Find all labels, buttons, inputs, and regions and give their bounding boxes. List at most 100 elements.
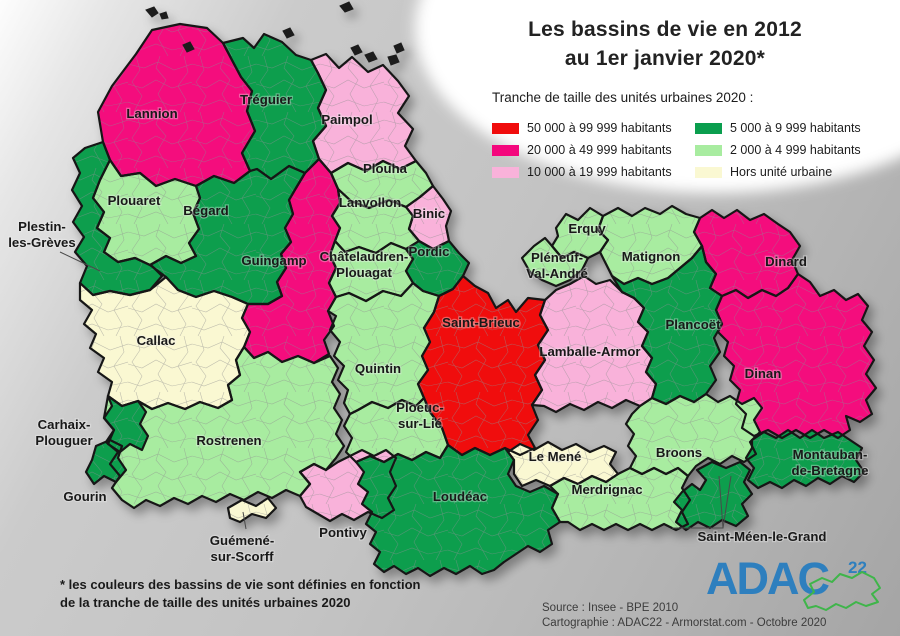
map-label-pordic: Pordic	[408, 244, 449, 259]
map-label-ploeuc-sur-lie: Ploeuc-sur-Lié	[396, 400, 444, 431]
legend-label-u10: 10 000 à 19 999 habitants	[527, 165, 672, 179]
map-label-plouha: Plouha	[363, 161, 408, 176]
legend-swatch-u2	[695, 144, 722, 156]
legend-swatch-u50	[492, 122, 519, 134]
map-label-binic: Binic	[413, 206, 445, 221]
credits-cartography: Cartographie : ADAC22 - Armorstat.com - …	[542, 617, 827, 630]
map-labels: Plestin-les-Grèves Plouaret Lannion Tréguie…	[7, 91, 870, 565]
legend-title: Tranche de taille des unités urbaines 20…	[492, 90, 754, 105]
map-label-dinan: Dinan	[745, 366, 782, 381]
legend-item-u2: 2 000 à 4 999 habitants	[695, 139, 861, 161]
map-label-plouaret: Plouaret	[108, 193, 161, 208]
map-label-pleneuf-val-andre: Pléneuf-Val-André	[526, 250, 588, 281]
page-title: Les bassins de vie en 2012 au 1er janvie…	[440, 16, 890, 74]
island-2	[182, 41, 195, 53]
legend-swatch-u20	[492, 144, 519, 156]
map-label-plancoet: Plancoët	[666, 317, 722, 332]
legend-item-u5: 5 000 à 9 999 habitants	[695, 117, 861, 139]
map-label-pontivy: Pontivy	[319, 525, 367, 540]
region-border-pleneuf-val-andre	[520, 236, 590, 288]
map-label-rostrenen: Rostrenen	[196, 433, 261, 448]
region-border-gourin	[84, 438, 128, 486]
region-border-guemene-sur-scorff	[226, 496, 278, 524]
legend-label-u2: 2 000 à 4 999 habitants	[730, 143, 861, 157]
map-label-treguier: Tréguier	[240, 92, 292, 107]
map-label-carhaix-plouguer: Carhaix-Plouguer	[35, 417, 92, 448]
map-label-montauban-de-bretagne: Montauban-de-Bretagne	[792, 447, 869, 478]
adac-department-outline-icon	[803, 571, 881, 611]
leader-line-1	[242, 511, 247, 530]
map-label-lannion: Lannion	[126, 106, 177, 121]
footnote-line1: * les couleurs des bassins de vie sont d…	[60, 577, 421, 592]
footnote: * les couleurs des bassins de vie sont d…	[60, 576, 421, 612]
region-border-saint-meen-le-grand	[672, 460, 754, 532]
legend-label-u50: 50 000 à 99 999 habitants	[527, 121, 672, 135]
footnote-line2: de la tranche de taille des unités urbai…	[60, 595, 351, 611]
legend-swatch-u10	[492, 166, 519, 178]
map-label-callac: Callac	[137, 333, 176, 348]
island-0	[145, 6, 159, 18]
adac-logo-text: ADAC	[706, 553, 830, 604]
island-4	[339, 1, 354, 13]
island-5	[350, 44, 363, 56]
map-label-le-mene: Le Mené	[529, 449, 582, 464]
region-border-montauban-de-bretagne	[744, 428, 866, 490]
legend-label-u20: 20 000 à 49 999 habitants	[527, 143, 672, 157]
adac22-logo: ADAC 22	[700, 556, 898, 634]
map-label-quintin: Quintin	[355, 361, 401, 376]
island-7	[387, 54, 400, 66]
map-label-saint-meen-le-grand: Saint-Méen-le-Grand	[698, 529, 827, 544]
region-border-pontivy	[298, 448, 398, 523]
credits-source: Source : Insee - BPE 2010	[542, 602, 679, 614]
legend-column-1: 50 000 à 99 999 habitants 20 000 à 49 999…	[492, 117, 695, 183]
map-label-guemene-sur-scorff: Guémené-sur-Scorff	[210, 533, 275, 564]
map-label-erquy: Erquy	[568, 221, 606, 236]
legend-item-u20: 20 000 à 49 999 habitants	[492, 139, 695, 161]
leader-line-3	[722, 475, 732, 529]
legend-swatch-u5	[695, 122, 722, 134]
title-ellipse-background	[415, 0, 900, 193]
legend-label-hu: Hors unité urbaine	[730, 165, 833, 179]
map-label-dinard: Dinard	[765, 254, 807, 269]
legend-item-u50: 50 000 à 99 999 habitants	[492, 117, 695, 139]
map-label-begard: Bégard	[183, 203, 228, 218]
map-label-lamballe-armor: Lamballe-Armor	[539, 344, 640, 359]
map-label-plestin-les-greves: Plestin-les-Grèves	[8, 219, 75, 250]
map-label-lanvollon: Lanvollon	[339, 195, 401, 210]
region-border-binic	[404, 184, 453, 251]
legend-item-u10: 10 000 à 19 999 habitants	[492, 161, 695, 183]
title-line2: au 1er janvier 2020*	[564, 46, 766, 70]
map-label-paimpol: Paimpol	[321, 112, 372, 127]
map-label-guingamp: Guingamp	[241, 253, 306, 268]
map-label-matignon: Matignon	[622, 249, 681, 264]
region-border-carhaix-plouguer	[102, 394, 150, 454]
map-label-merdrignac: Merdrignac	[571, 482, 642, 497]
island-8	[393, 42, 405, 54]
island-3	[282, 27, 295, 39]
region-border-broons	[624, 392, 764, 478]
legend: Tranche de taille des unités urbaines 20…	[492, 90, 884, 183]
region-border-saint-brieuc	[416, 274, 550, 457]
map-label-chatelaudren-plouagat: Châtelaudren-Plouagat	[320, 249, 409, 280]
legend-label-u5: 5 000 à 9 999 habitants	[730, 121, 861, 135]
map-label-broons: Broons	[656, 445, 702, 460]
label-leader-lines	[59, 251, 732, 530]
legend-item-hu: Hors unité urbaine	[695, 161, 861, 183]
map-label-saint-brieuc: Saint-Brieuc	[442, 315, 520, 330]
credits: Source : Insee - BPE 2010 Cartographie :…	[542, 601, 826, 631]
region-border-loudeac	[354, 443, 562, 578]
map-label-gourin: Gourin	[63, 489, 106, 504]
island-1	[159, 11, 169, 20]
title-line1: Les bassins de vie en 2012	[528, 18, 802, 41]
map-label-loudeac: Loudéac	[433, 489, 487, 504]
legend-swatch-hu	[695, 166, 722, 178]
leader-line-0	[59, 251, 101, 272]
legend-column-2: 5 000 à 9 999 habitants 2 000 à 4 999 hab…	[695, 117, 861, 183]
region-border-rostrenen	[102, 345, 346, 510]
island-6	[364, 51, 378, 63]
region-border-dinan	[714, 272, 878, 440]
coastal-islands	[145, 1, 405, 66]
map-region-borders	[70, 22, 878, 578]
